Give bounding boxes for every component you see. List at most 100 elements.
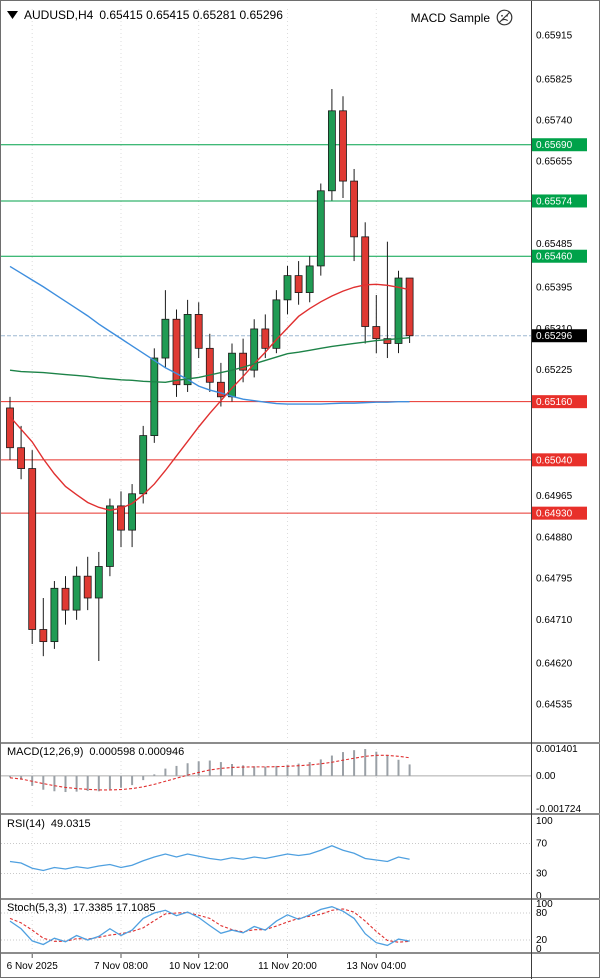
macd-name: MACD(12,26,9) — [7, 746, 84, 758]
candle-bear — [39, 629, 48, 643]
panel-separator[interactable] — [1, 898, 600, 900]
price-level-badge-label: 0.65690 — [536, 140, 573, 151]
symbol-label: AUDUSD,H4 — [24, 8, 94, 22]
macd-header: MACD(12,26,9) 0.000598 0.000946 — [7, 746, 184, 758]
price-axis-label: 0.65485 — [536, 239, 573, 250]
price-axis-label: 0.64535 — [536, 700, 573, 711]
price-axis-label: 0.65740 — [536, 115, 573, 126]
time-scale[interactable] — [1, 954, 600, 979]
panel-separator[interactable] — [1, 952, 600, 954]
rsi-line — [9, 845, 410, 872]
price-level-badge-label: 0.65296 — [536, 331, 573, 342]
ma-blue — [9, 265, 410, 405]
price-level-badge-label: 0.65574 — [536, 196, 573, 207]
expert-status-smiley-icon[interactable] — [496, 9, 513, 26]
price-axis-label: 0.64880 — [536, 532, 573, 543]
price-axis-label: 0.64965 — [536, 491, 573, 502]
macd-axis-label: 0.00 — [536, 771, 556, 782]
stoch-values: 17.3385 17.1085 — [72, 902, 156, 914]
ohlc-values: 0.65415 0.65415 0.65281 0.65296 — [99, 8, 283, 22]
price-level-badge-label: 0.65040 — [536, 455, 573, 466]
candle-bull — [272, 299, 281, 349]
candle-bull — [183, 314, 192, 386]
expert-name: MACD Sample — [410, 10, 490, 25]
candle-bear — [17, 447, 26, 469]
candle-bull — [139, 435, 148, 495]
price-axis-label: 0.65825 — [536, 74, 573, 85]
stoch-axis-label: 20 — [536, 935, 548, 946]
rsi-axis-label: 70 — [536, 839, 548, 850]
rsi-axis-label: 0 — [536, 891, 542, 902]
chart-marker-icon — [7, 10, 18, 19]
price-level-badge — [532, 395, 587, 409]
stoch-axis-label: 0 — [536, 944, 542, 955]
price-axis-label: 0.64620 — [536, 658, 573, 669]
price-level-badge-label: 0.65160 — [536, 397, 573, 408]
price-level-badge-label: 0.65460 — [536, 252, 573, 263]
stoch-axis-label: 80 — [536, 908, 548, 919]
time-axis-label: 13 Nov 04:00 — [347, 961, 407, 972]
candle-bear — [405, 277, 414, 337]
ma-red — [9, 283, 410, 511]
time-axis-label: 11 Nov 20:00 — [258, 961, 317, 972]
price-axis-label: 0.64710 — [536, 615, 573, 626]
candle-bear — [117, 505, 125, 531]
rsi-axis-label: 100 — [536, 816, 553, 827]
candle-bull — [72, 575, 81, 611]
stoch-name: Stoch(5,3,3) — [7, 902, 67, 914]
candle-bear — [383, 338, 392, 344]
candle-bear — [6, 407, 14, 449]
price-level-badge — [532, 138, 587, 152]
candle-bull — [150, 357, 159, 436]
candle-bull — [250, 328, 259, 371]
time-axis-label: 10 Nov 12:00 — [169, 961, 229, 972]
rsi-name: RSI(14) — [7, 818, 45, 830]
time-axis-label: 6 Nov 2025 — [7, 961, 59, 972]
panel-separator[interactable] — [1, 742, 600, 744]
price-axis-label: 0.65395 — [536, 283, 573, 294]
macd-axis-label: 0.001401 — [536, 744, 578, 755]
price-level-badge — [532, 194, 587, 208]
price-level-badge — [532, 329, 587, 343]
candle-bull — [106, 505, 114, 567]
candle-bear — [294, 275, 303, 293]
macd-axis-label: -0.001724 — [536, 804, 581, 815]
price-scale-border — [531, 1, 532, 979]
candle-bear — [261, 328, 270, 349]
macd-values: 0.000598 0.000946 — [89, 746, 185, 758]
price-level-badge — [532, 453, 587, 467]
price-axis-label: 0.65225 — [536, 365, 573, 376]
candle-bear — [372, 326, 381, 340]
price-axis-label: 0.65915 — [536, 31, 573, 42]
candle-bull — [161, 318, 170, 359]
price-level-badge-label: 0.64930 — [536, 509, 573, 520]
candle-bear — [61, 587, 70, 611]
candle-bear — [216, 381, 225, 398]
candle-bull — [283, 275, 292, 301]
candle-bull — [94, 566, 103, 599]
candle-bear — [83, 575, 92, 599]
rsi-axis-label: 30 — [536, 869, 548, 880]
stoch-axis-label: 100 — [536, 899, 553, 910]
price-axis-label: 0.64795 — [536, 574, 573, 585]
stoch-d-line — [9, 908, 410, 943]
panel-separator[interactable] — [1, 813, 600, 815]
candle-bear — [361, 236, 370, 327]
price-scale[interactable] — [532, 1, 600, 952]
candle-bear — [172, 318, 181, 386]
candle-bear — [339, 110, 347, 182]
candle-bull — [316, 190, 325, 267]
candle-bull — [305, 265, 314, 293]
candle-bear — [239, 352, 248, 371]
stoch-header: Stoch(5,3,3) 17.3385 17.1085 — [7, 902, 156, 914]
rsi-value: 49.0315 — [50, 818, 91, 830]
price-level-badge — [532, 249, 587, 263]
stoch-k-line — [9, 906, 410, 947]
price-level-badge — [532, 506, 587, 520]
candle-bull — [327, 110, 336, 192]
ma-green — [9, 336, 410, 383]
candle-bull — [50, 587, 59, 643]
price-axis-label: 0.65655 — [536, 157, 573, 168]
